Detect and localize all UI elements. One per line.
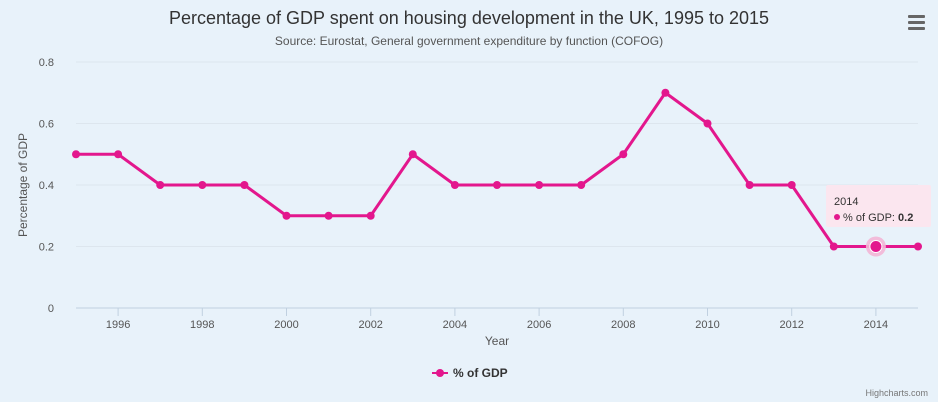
- x-axis-ticks: 1996 1998 2000 2002 2004 2006 2008 2010 2012 2014: [106, 308, 888, 331]
- legend-item-percent-gdp[interactable]: % of GDP: [432, 366, 508, 380]
- data-point[interactable]: [156, 181, 165, 189]
- data-point[interactable]: [324, 211, 333, 220]
- x-tick-label: 1996: [106, 319, 130, 331]
- tooltip-label: % of GDP:: [843, 212, 898, 224]
- y-tick-label: 0.4: [39, 180, 54, 192]
- x-tick-label: 2010: [695, 319, 719, 331]
- data-point[interactable]: [450, 181, 459, 189]
- x-tick-label: 2014: [864, 319, 888, 331]
- y-tick-label: 0: [48, 303, 54, 315]
- data-point[interactable]: [493, 181, 501, 189]
- chart-title: Percentage of GDP spent on housing devel…: [169, 8, 769, 28]
- x-tick-label: 2000: [274, 319, 298, 331]
- data-point[interactable]: [240, 181, 249, 189]
- x-tick-label: 2006: [527, 319, 551, 331]
- tooltip-year: 2014: [834, 196, 858, 208]
- x-tick-label: 2012: [779, 319, 803, 331]
- data-point[interactable]: [661, 88, 670, 97]
- y-axis-title: Percentage of GDP: [16, 133, 30, 237]
- data-point[interactable]: [703, 119, 712, 128]
- data-point[interactable]: [829, 242, 838, 251]
- data-point[interactable]: [787, 181, 796, 189]
- tooltip: 2014 % of GDP: 0.2: [826, 185, 931, 227]
- data-point[interactable]: [869, 240, 883, 253]
- series-group: [72, 88, 922, 257]
- tooltip-line: % of GDP: 0.2: [843, 212, 913, 224]
- x-axis-title: Year: [485, 334, 509, 348]
- x-tick-label: 2004: [443, 319, 467, 331]
- data-point[interactable]: [577, 181, 586, 189]
- data-point[interactable]: [408, 150, 417, 159]
- x-tick-label: 1998: [190, 319, 214, 331]
- data-point[interactable]: [366, 211, 375, 220]
- y-axis-ticks: 0 0.2 0.4 0.6 0.8: [39, 57, 54, 315]
- y-tick-label: 0.6: [39, 119, 54, 131]
- data-point[interactable]: [619, 150, 628, 159]
- data-point[interactable]: [114, 150, 123, 159]
- data-point[interactable]: [535, 181, 544, 189]
- data-point[interactable]: [282, 211, 291, 220]
- data-point[interactable]: [198, 181, 207, 189]
- data-point[interactable]: [745, 181, 754, 189]
- legend-label[interactable]: % of GDP: [453, 366, 508, 380]
- y-tick-label: 0.2: [39, 242, 54, 254]
- x-tick-label: 2008: [611, 319, 635, 331]
- tooltip-value: 0.2: [898, 212, 913, 224]
- legend-marker[interactable]: [436, 369, 444, 377]
- chart-subtitle: Source: Eurostat, General government exp…: [275, 34, 663, 48]
- tooltip-box: [826, 185, 931, 227]
- x-tick-label: 2002: [358, 319, 382, 331]
- data-point[interactable]: [914, 242, 922, 251]
- tooltip-series-marker: [834, 214, 840, 220]
- hamburger-menu-icon[interactable]: [908, 15, 925, 30]
- chart-context-menu-button[interactable]: [903, 11, 929, 35]
- data-point[interactable]: [72, 150, 80, 159]
- y-tick-label: 0.8: [39, 57, 54, 69]
- credits-link[interactable]: Highcharts.com: [865, 388, 928, 398]
